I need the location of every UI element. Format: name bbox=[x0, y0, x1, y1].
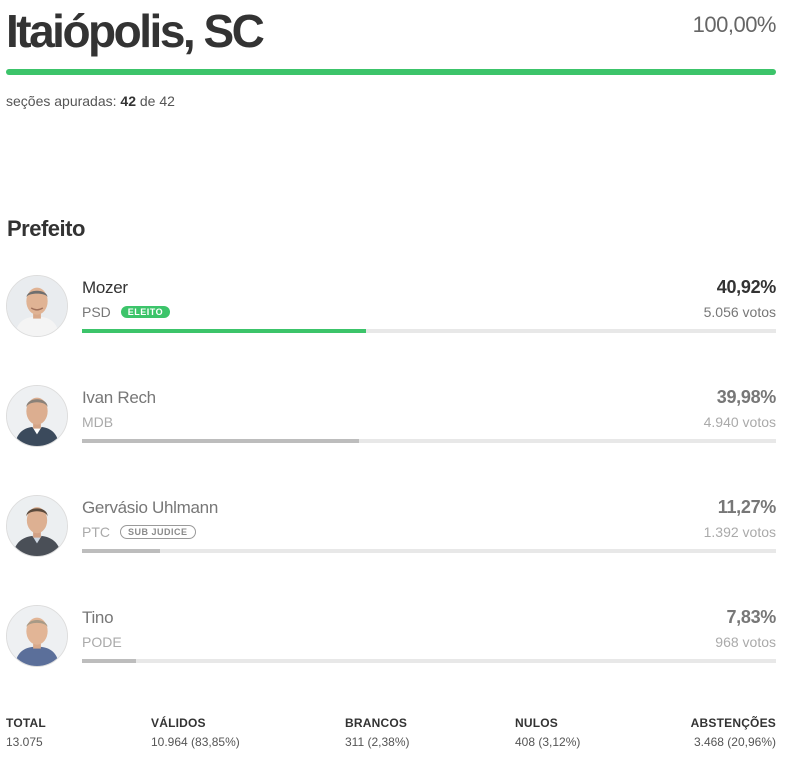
candidate-votes: 1.392 votos bbox=[703, 524, 776, 540]
elected-badge: ELEITO bbox=[120, 306, 171, 318]
sections-counted-value: 42 bbox=[120, 93, 136, 109]
sections-counted: seções apuradas: 42 de 42 bbox=[6, 93, 175, 109]
candidate-votes: 5.056 votos bbox=[703, 304, 776, 320]
summary-brancos-label: BRANCOS bbox=[345, 716, 408, 730]
candidate-percent: 11,27% bbox=[717, 497, 777, 517]
summary-abstencoes: ABSTENÇÕES 3.468 (20,96%) bbox=[691, 716, 776, 749]
city-title: Itaiópolis, SC bbox=[6, 5, 265, 57]
summary-nulos-value: 408 (3,12%) bbox=[515, 735, 581, 749]
candidate-vote-bar bbox=[82, 549, 776, 553]
candidate-photo-icon bbox=[6, 275, 68, 337]
candidate-party-label: MDB bbox=[82, 414, 114, 430]
candidate-row[interactable]: Tino PODE 7,83% 968 votos bbox=[6, 605, 776, 671]
candidate-percent: 7,83% bbox=[726, 607, 776, 627]
candidate-party: MDB bbox=[82, 414, 113, 430]
candidate-name: Tino bbox=[82, 608, 114, 627]
sections-total-value: 42 bbox=[159, 93, 175, 109]
candidate-row[interactable]: Ivan Rech MDB 39,98% 4.940 votos bbox=[6, 385, 776, 451]
candidate-vote-bar-fill bbox=[82, 659, 137, 663]
candidate-vote-bar-fill bbox=[82, 329, 366, 333]
summary-abstencoes-label: ABSTENÇÕES bbox=[690, 716, 776, 730]
candidate-photo-icon bbox=[6, 385, 68, 447]
summary-total: TOTAL 13.075 bbox=[6, 716, 46, 749]
candidate-party-label: PODE bbox=[82, 634, 122, 650]
candidate-vote-bar bbox=[82, 659, 776, 663]
candidate-vote-bar-fill bbox=[82, 549, 161, 553]
candidate-percent: 39,98% bbox=[716, 387, 777, 407]
candidate-name: Mozer bbox=[82, 278, 128, 297]
summary-validos: VÁLIDOS 10.964 (83,85%) bbox=[151, 716, 240, 749]
counting-progress-bar bbox=[6, 69, 776, 75]
candidate-photo-icon bbox=[6, 605, 68, 667]
candidate-vote-bar-fill bbox=[82, 439, 360, 443]
summary-validos-label: VÁLIDOS bbox=[151, 716, 206, 730]
candidate-votes: 4.940 votos bbox=[703, 414, 776, 430]
candidate-name: Gervásio Uhlmann bbox=[82, 498, 218, 517]
candidate-party-label: PSD bbox=[82, 304, 111, 320]
counting-progress-fill bbox=[6, 69, 776, 75]
percent-counted: 100,00% bbox=[692, 12, 777, 37]
sub-judice-badge: SUB JUDICE bbox=[120, 525, 196, 539]
summary-total-value: 13.075 bbox=[6, 735, 43, 749]
summary-nulos: NULOS 408 (3,12%) bbox=[515, 716, 580, 749]
candidate-row[interactable]: Mozer PSD ELEITO 40,92% 5.056 votos bbox=[6, 275, 776, 341]
office-title: Prefeito bbox=[7, 216, 85, 241]
candidate-party: PODE bbox=[82, 634, 122, 650]
summary-validos-value: 10.964 (83,85%) bbox=[151, 735, 240, 749]
candidate-row[interactable]: Gervásio Uhlmann PTC SUB JUDICE 11,27% 1.… bbox=[6, 495, 776, 561]
summary-brancos: BRANCOS 311 (2,38%) bbox=[345, 716, 409, 749]
sections-separator: de bbox=[139, 93, 156, 109]
results-header: Itaiópolis, SC 100,00% bbox=[6, 0, 777, 60]
candidate-percent: 40,92% bbox=[716, 277, 777, 297]
candidate-party: PTC SUB JUDICE bbox=[82, 524, 196, 540]
candidate-party: PSD ELEITO bbox=[82, 304, 171, 320]
candidate-photo-icon bbox=[6, 495, 68, 557]
summary-total-label: TOTAL bbox=[6, 716, 46, 730]
candidate-name: Ivan Rech bbox=[82, 388, 156, 407]
candidate-party-label: PTC bbox=[82, 524, 110, 540]
summary-brancos-value: 311 (2,38%) bbox=[345, 735, 410, 749]
sections-label: seções apuradas: bbox=[6, 93, 117, 109]
candidate-vote-bar bbox=[82, 439, 776, 443]
candidate-vote-bar bbox=[82, 329, 776, 333]
summary-abstencoes-value: 3.468 (20,96%) bbox=[693, 735, 776, 749]
candidate-votes: 968 votos bbox=[715, 634, 776, 650]
summary-nulos-label: NULOS bbox=[515, 716, 558, 730]
